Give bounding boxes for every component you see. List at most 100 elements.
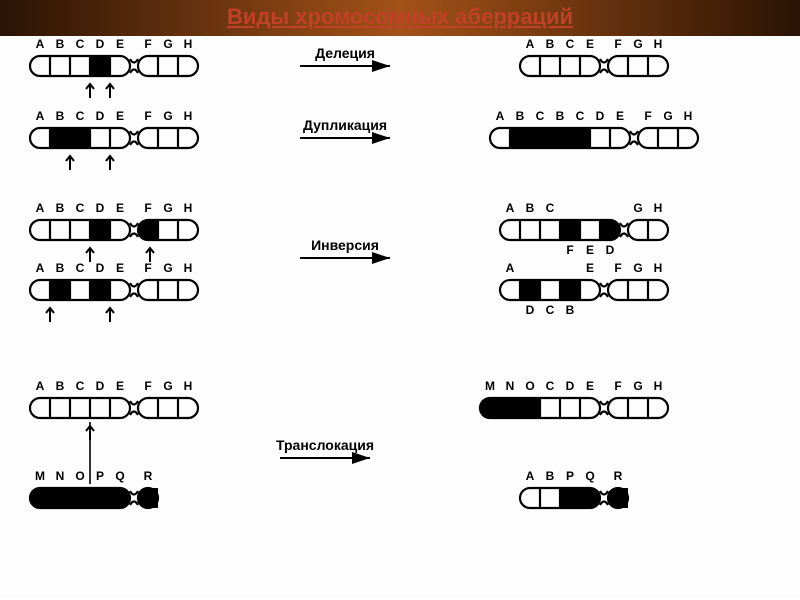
svg-text:E: E — [116, 379, 124, 393]
svg-text:N: N — [56, 469, 65, 483]
svg-text:C: C — [546, 379, 555, 393]
svg-text:A: A — [36, 38, 45, 51]
title-bar: Виды хромосомных аберраций — [0, 0, 800, 36]
svg-text:G: G — [163, 38, 172, 51]
svg-text:C: C — [76, 379, 85, 393]
svg-text:C: C — [76, 109, 85, 123]
diagram-svg: ABCDEFGHABCEFGHДелецияABCDEFGHABCBCDEFGH… — [0, 38, 800, 598]
svg-text:B: B — [56, 109, 65, 123]
svg-text:E: E — [586, 38, 594, 51]
svg-text:M: M — [485, 379, 495, 393]
svg-text:A: A — [506, 261, 515, 275]
svg-text:B: B — [556, 109, 565, 123]
svg-text:H: H — [184, 379, 193, 393]
svg-text:Инверсия: Инверсия — [311, 237, 379, 253]
svg-text:H: H — [684, 109, 693, 123]
svg-text:D: D — [96, 261, 105, 275]
svg-text:Транслокация: Транслокация — [276, 437, 374, 453]
svg-text:F: F — [644, 109, 651, 123]
svg-text:A: A — [36, 109, 45, 123]
svg-text:C: C — [546, 303, 555, 317]
svg-text:D: D — [96, 201, 105, 215]
svg-text:F: F — [144, 201, 151, 215]
svg-text:C: C — [536, 109, 545, 123]
svg-text:H: H — [184, 201, 193, 215]
svg-text:R: R — [614, 469, 623, 483]
svg-text:B: B — [526, 201, 535, 215]
svg-text:F: F — [144, 109, 151, 123]
svg-text:F: F — [614, 261, 621, 275]
svg-text:F: F — [144, 38, 151, 51]
svg-text:F: F — [144, 261, 151, 275]
svg-text:R: R — [144, 469, 153, 483]
svg-text:H: H — [184, 109, 193, 123]
svg-text:D: D — [526, 303, 535, 317]
svg-text:G: G — [633, 201, 642, 215]
svg-text:Делеция: Делеция — [315, 45, 375, 61]
svg-text:D: D — [606, 243, 615, 257]
svg-text:G: G — [663, 109, 672, 123]
svg-text:H: H — [184, 261, 193, 275]
svg-text:G: G — [633, 38, 642, 51]
svg-text:A: A — [36, 379, 45, 393]
svg-text:E: E — [116, 201, 124, 215]
svg-text:B: B — [56, 261, 65, 275]
svg-text:Q: Q — [115, 469, 124, 483]
svg-text:Дупликация: Дупликация — [303, 117, 387, 133]
svg-text:E: E — [586, 379, 594, 393]
svg-text:H: H — [654, 201, 663, 215]
svg-text:C: C — [576, 109, 585, 123]
svg-text:Q: Q — [585, 469, 594, 483]
svg-text:G: G — [163, 109, 172, 123]
svg-text:M: M — [35, 469, 45, 483]
svg-text:E: E — [116, 38, 124, 51]
svg-text:F: F — [566, 243, 573, 257]
svg-text:C: C — [76, 201, 85, 215]
svg-text:E: E — [116, 109, 124, 123]
svg-text:A: A — [526, 38, 535, 51]
svg-text:H: H — [654, 379, 663, 393]
svg-text:F: F — [614, 38, 621, 51]
svg-text:D: D — [566, 379, 575, 393]
diagram-area: ABCDEFGHABCEFGHДелецияABCDEFGHABCBCDEFGH… — [0, 38, 800, 598]
svg-text:F: F — [144, 379, 151, 393]
svg-text:B: B — [546, 38, 555, 51]
svg-text:G: G — [633, 379, 642, 393]
svg-text:H: H — [184, 38, 193, 51]
svg-text:N: N — [506, 379, 515, 393]
svg-text:B: B — [546, 469, 555, 483]
svg-text:G: G — [633, 261, 642, 275]
svg-text:G: G — [163, 379, 172, 393]
svg-text:A: A — [496, 109, 505, 123]
svg-text:E: E — [586, 261, 594, 275]
svg-text:B: B — [516, 109, 525, 123]
svg-text:B: B — [56, 201, 65, 215]
svg-text:C: C — [546, 201, 555, 215]
svg-text:A: A — [36, 261, 45, 275]
svg-text:B: B — [566, 303, 575, 317]
svg-text:F: F — [614, 379, 621, 393]
svg-text:G: G — [163, 201, 172, 215]
svg-text:H: H — [654, 261, 663, 275]
svg-text:E: E — [586, 243, 594, 257]
svg-text:B: B — [56, 379, 65, 393]
svg-text:E: E — [616, 109, 624, 123]
svg-text:A: A — [506, 201, 515, 215]
svg-text:A: A — [36, 201, 45, 215]
svg-text:O: O — [75, 469, 84, 483]
page-title: Виды хромосомных аберраций — [227, 4, 573, 29]
svg-text:H: H — [654, 38, 663, 51]
svg-text:D: D — [596, 109, 605, 123]
svg-text:O: O — [525, 379, 534, 393]
svg-text:P: P — [566, 469, 574, 483]
svg-text:P: P — [96, 469, 104, 483]
svg-text:C: C — [566, 38, 575, 51]
svg-text:G: G — [163, 261, 172, 275]
svg-text:A: A — [526, 469, 535, 483]
svg-text:C: C — [76, 38, 85, 51]
svg-text:D: D — [96, 109, 105, 123]
svg-text:B: B — [56, 38, 65, 51]
svg-text:D: D — [96, 38, 105, 51]
svg-text:D: D — [96, 379, 105, 393]
svg-text:C: C — [76, 261, 85, 275]
